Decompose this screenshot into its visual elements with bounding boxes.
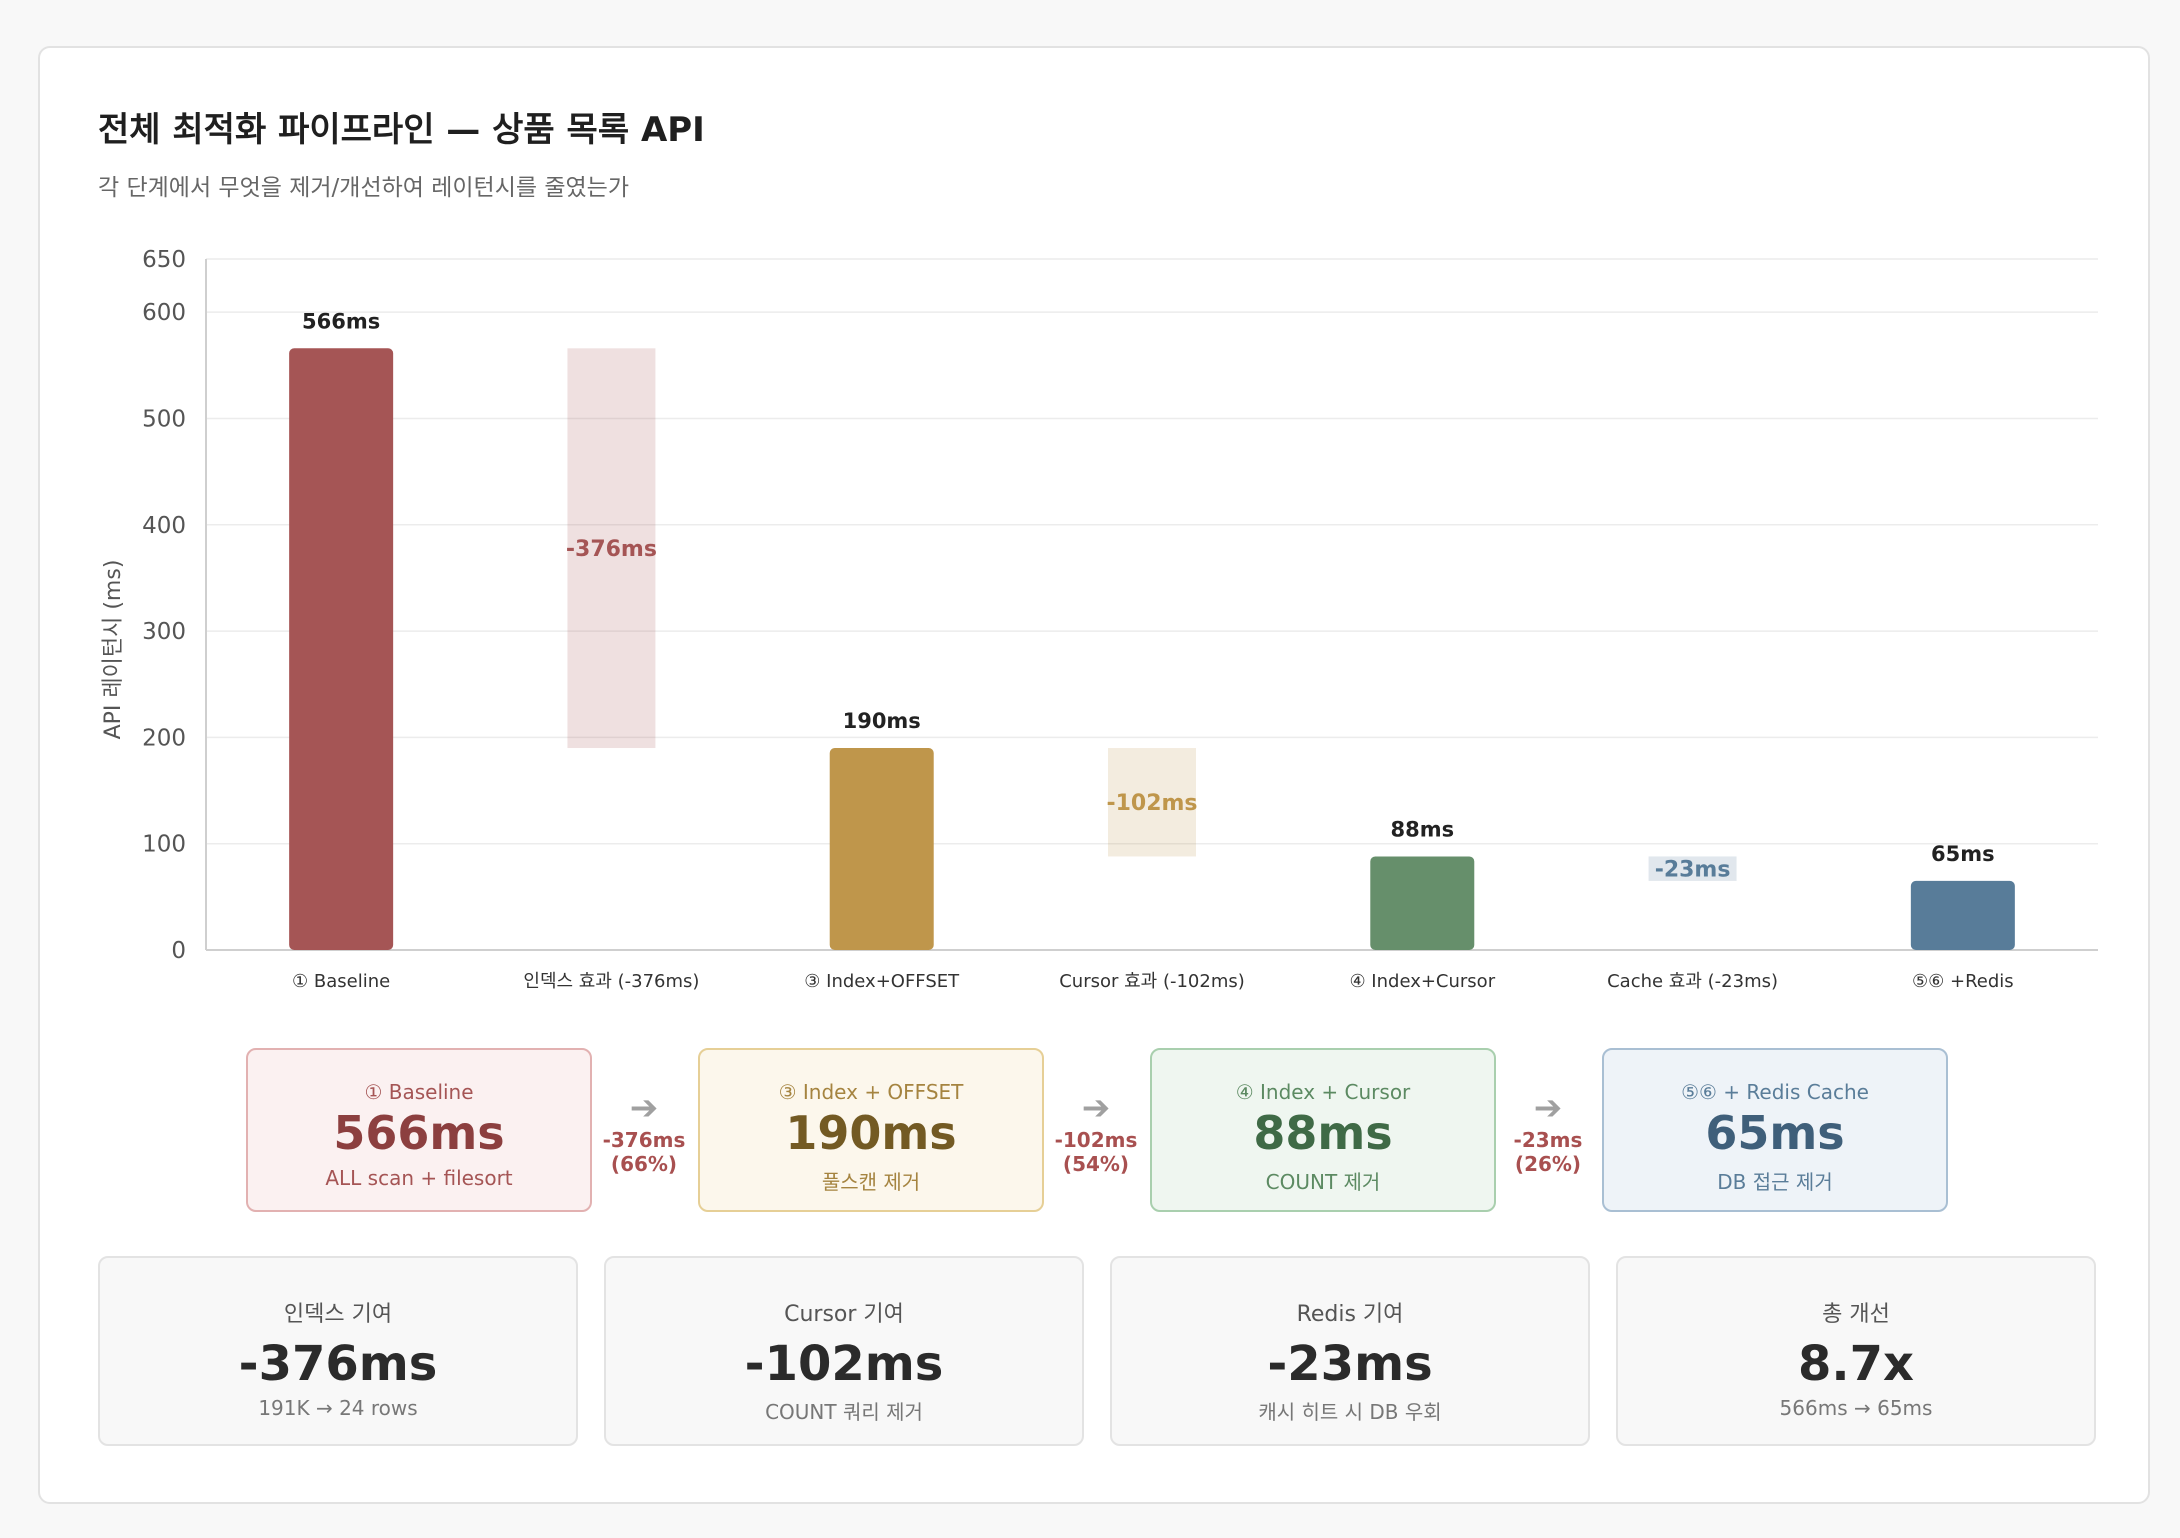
bar-value-label: 65ms <box>1931 842 1995 866</box>
delta-value: -376ms <box>602 1128 686 1152</box>
stage-desc: DB 접근 제거 <box>1717 1170 1833 1194</box>
stat-label: 총 개선 <box>1822 1302 1890 1327</box>
delta-bar <box>1648 856 1737 881</box>
stat-cursor-contribution: Cursor 기여 -102ms COUNT 쿼리 제거 <box>604 1256 1084 1446</box>
bar-value-label: 88ms <box>1390 817 1454 841</box>
stage-value: 190ms <box>785 1106 957 1160</box>
stat-value: -23ms <box>1267 1336 1433 1392</box>
y-tick-label: 400 <box>142 513 186 539</box>
stage-index-cursor: ④ Index + Cursor 88ms COUNT 제거 <box>1150 1048 1496 1212</box>
stat-value: -102ms <box>744 1336 944 1392</box>
arrow-right-icon: ➔ <box>1081 1088 1111 1128</box>
y-axis-label: API 레이턴시 (ms) <box>101 560 126 740</box>
delta-bar <box>567 348 656 749</box>
x-tick-label: Cache 효과 (-23ms) <box>1607 971 1778 992</box>
stage-value: 65ms <box>1705 1106 1845 1160</box>
stat-total-improvement: 총 개선 8.7x 566ms → 65ms <box>1616 1256 2096 1446</box>
stage-label: ① Baseline <box>364 1080 474 1104</box>
y-tick-label: 500 <box>142 406 186 432</box>
stage-delta: -23ms (26%) <box>1498 1128 1598 1176</box>
stat-label: 인덱스 기여 <box>283 1302 393 1327</box>
page-subtitle: 각 단계에서 무엇을 제거/개선하여 레이턴시를 줄였는가 <box>98 175 629 201</box>
stage-delta: -376ms (66%) <box>594 1128 694 1176</box>
stat-desc: 566ms → 65ms <box>1779 1396 1933 1420</box>
waterfall-chart: 0 100 200 300 400 500 600 650 API 레이턴시 (ms) 566ms… <box>101 247 2098 992</box>
delta-value-label: -376ms <box>566 537 657 562</box>
stage-label: ③ Index + OFFSET <box>778 1080 964 1104</box>
bar <box>1910 880 2015 950</box>
x-tick-label: ④ Index+Cursor <box>1349 971 1495 992</box>
x-tick-label: Cursor 효과 (-102ms) <box>1059 971 1245 992</box>
stage-label: ⑤⑥ + Redis Cache <box>1681 1080 1869 1104</box>
y-tick-label: 600 <box>142 300 186 326</box>
stat-desc: COUNT 쿼리 제거 <box>765 1400 923 1424</box>
stage-index-offset: ③ Index + OFFSET 190ms 풀스캔 제거 <box>698 1048 1044 1212</box>
stage-value: 88ms <box>1253 1106 1393 1160</box>
x-tick-label: 인덱스 효과 (-376ms) <box>523 971 699 992</box>
stage-value: 566ms <box>333 1106 505 1160</box>
y-tick-label: 200 <box>142 725 186 751</box>
stage-desc: ALL scan + filesort <box>325 1166 513 1190</box>
y-tick-label: 300 <box>142 619 186 645</box>
stat-label: Redis 기여 <box>1296 1302 1404 1327</box>
delta-value-label: -102ms <box>1106 791 1197 816</box>
bar <box>1370 856 1475 950</box>
delta-bar <box>1108 748 1196 857</box>
bar <box>289 348 394 950</box>
delta-value-label: -23ms <box>1655 858 1731 883</box>
stat-label: Cursor 기여 <box>784 1302 904 1327</box>
x-tick-label: ⑤⑥ +Redis <box>1912 971 2014 992</box>
stat-value: 8.7x <box>1798 1336 1914 1392</box>
x-tick-label: ③ Index+OFFSET <box>804 971 960 992</box>
y-tick-label: 0 <box>171 938 186 964</box>
stat-value: -376ms <box>238 1336 438 1392</box>
y-tick-label: 100 <box>142 832 186 858</box>
stage-desc: 풀스캔 제거 <box>821 1170 921 1194</box>
x-tick-label: ① Baseline <box>292 971 390 992</box>
delta-percent: (54%) <box>1062 1152 1130 1176</box>
stage-desc: COUNT 제거 <box>1265 1170 1381 1194</box>
stage-label: ④ Index + Cursor <box>1235 1080 1411 1104</box>
delta-percent: (66%) <box>610 1152 678 1176</box>
bar-value-label: 190ms <box>843 709 921 733</box>
bar <box>829 748 934 950</box>
delta-value: -23ms <box>1513 1128 1583 1152</box>
y-tick-label: 650 <box>142 247 186 273</box>
stage-delta: -102ms (54%) <box>1046 1128 1146 1176</box>
stat-redis-contribution: Redis 기여 -23ms 캐시 히트 시 DB 우회 <box>1110 1256 1590 1446</box>
stat-desc: 191K → 24 rows <box>258 1396 418 1420</box>
arrow-right-icon: ➔ <box>1533 1088 1563 1128</box>
stat-desc: 캐시 히트 시 DB 우회 <box>1258 1400 1442 1424</box>
bar-value-label: 566ms <box>302 309 380 333</box>
stage-redis-cache: ⑤⑥ + Redis Cache 65ms DB 접근 제거 <box>1602 1048 1948 1212</box>
stage-baseline: ① Baseline 566ms ALL scan + filesort <box>246 1048 592 1212</box>
stat-index-contribution: 인덱스 기여 -376ms 191K → 24 rows <box>98 1256 578 1446</box>
page-title: 전체 최적화 파이프라인 — 상품 목록 API <box>98 110 705 150</box>
arrow-right-icon: ➔ <box>629 1088 659 1128</box>
delta-percent: (26%) <box>1514 1152 1582 1176</box>
delta-value: -102ms <box>1054 1128 1138 1152</box>
report-card: 전체 최적화 파이프라인 — 상품 목록 API 각 단계에서 무엇을 제거/개… <box>38 46 2150 1504</box>
